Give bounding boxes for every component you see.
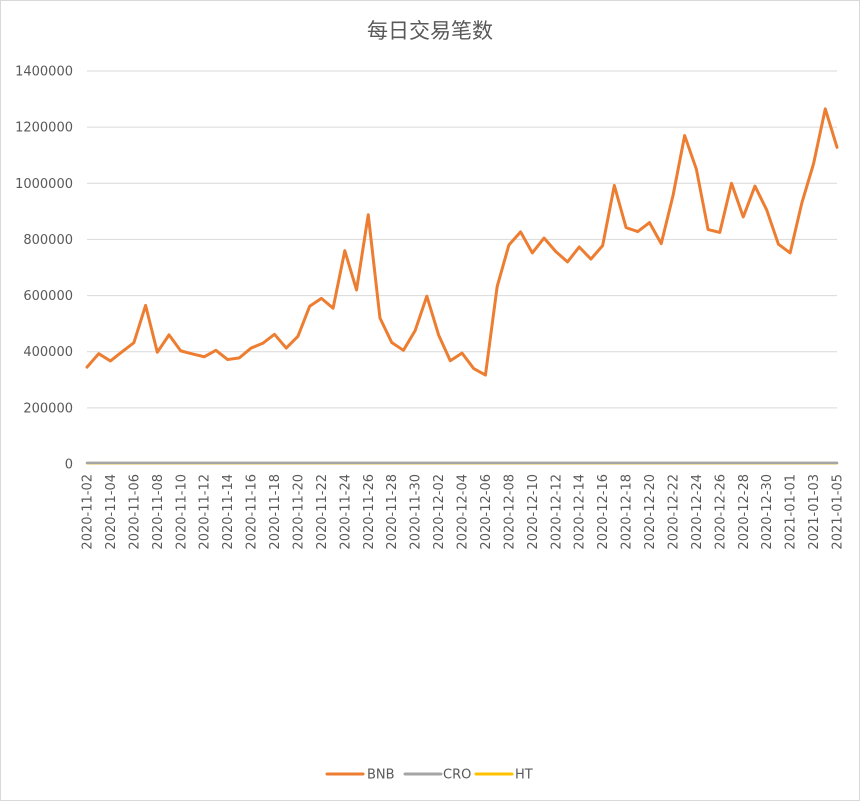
x-tick-label: 2020-12-24 bbox=[690, 474, 705, 550]
y-axis-ticks: 0 200000 400000 600000 800000 1000000 1200000 1… bbox=[15, 65, 73, 473]
y-tick-label: 200000 bbox=[23, 401, 73, 416]
legend-label-ht: HT bbox=[515, 768, 533, 783]
x-tick-label: 2020-12-06 bbox=[479, 474, 494, 550]
x-tick-label: 2020-11-24 bbox=[338, 474, 353, 550]
legend-label-bnb: BNB bbox=[367, 768, 395, 783]
y-tick-label: 1000000 bbox=[15, 177, 73, 192]
x-tick-label: 2020-11-28 bbox=[385, 474, 400, 550]
x-tick-label: 2020-12-12 bbox=[549, 474, 564, 550]
x-tick-label: 2020-12-22 bbox=[666, 474, 681, 550]
x-axis-ticks: 2020-11-02 2020-11-04 2020-11-06 2020-11-08… bbox=[81, 474, 846, 550]
x-tick-label: 2020-12-28 bbox=[737, 474, 752, 550]
x-tick-label: 2020-12-14 bbox=[573, 474, 588, 550]
x-tick-label: 2020-12-18 bbox=[620, 474, 635, 550]
x-tick-label: 2020-12-20 bbox=[643, 474, 658, 550]
x-tick-label: 2020-11-22 bbox=[315, 474, 330, 550]
x-tick-label: 2020-11-06 bbox=[127, 474, 142, 550]
gridlines bbox=[87, 70, 837, 465]
chart-title: 每日交易笔数 bbox=[367, 19, 493, 43]
x-tick-label: 2020-12-08 bbox=[502, 474, 517, 550]
legend-label-cro: CRO bbox=[443, 768, 471, 783]
x-tick-label: 2020-11-20 bbox=[291, 474, 306, 550]
legend: BNB CRO HT bbox=[325, 768, 533, 783]
x-tick-label: 2020-11-10 bbox=[174, 474, 189, 550]
x-tick-label: 2020-12-02 bbox=[432, 474, 447, 550]
x-tick-label: 2020-11-04 bbox=[104, 474, 119, 550]
x-tick-label: 2020-11-18 bbox=[268, 474, 283, 550]
x-tick-label: 2020-12-04 bbox=[456, 474, 471, 550]
x-tick-label: 2020-11-12 bbox=[198, 474, 213, 550]
series-lines bbox=[85, 107, 839, 465]
x-tick-label: 2020-12-30 bbox=[760, 474, 775, 550]
x-tick-label: 2020-11-26 bbox=[362, 474, 377, 550]
y-tick-label: 0 bbox=[65, 458, 73, 473]
x-tick-label: 2020-11-08 bbox=[151, 474, 166, 550]
x-tick-label: 2020-12-10 bbox=[526, 474, 541, 550]
y-tick-label: 1400000 bbox=[15, 65, 73, 80]
y-tick-label: 1200000 bbox=[15, 121, 73, 136]
y-tick-label: 800000 bbox=[23, 233, 73, 248]
x-tick-label: 2020-11-30 bbox=[409, 474, 424, 550]
x-tick-label: 2021-01-05 bbox=[831, 474, 846, 550]
series-line-bnb bbox=[85, 107, 839, 377]
x-tick-label: 2020-11-16 bbox=[245, 474, 260, 550]
x-tick-label: 2021-01-01 bbox=[784, 474, 799, 550]
y-tick-label: 400000 bbox=[23, 345, 73, 360]
x-tick-label: 2021-01-03 bbox=[807, 474, 822, 550]
x-tick-label: 2020-12-26 bbox=[713, 474, 728, 550]
y-tick-label: 600000 bbox=[23, 289, 73, 304]
x-tick-label: 2020-11-14 bbox=[221, 474, 236, 550]
x-tick-label: 2020-11-02 bbox=[81, 474, 96, 550]
x-tick-label: 2020-12-16 bbox=[596, 474, 611, 550]
